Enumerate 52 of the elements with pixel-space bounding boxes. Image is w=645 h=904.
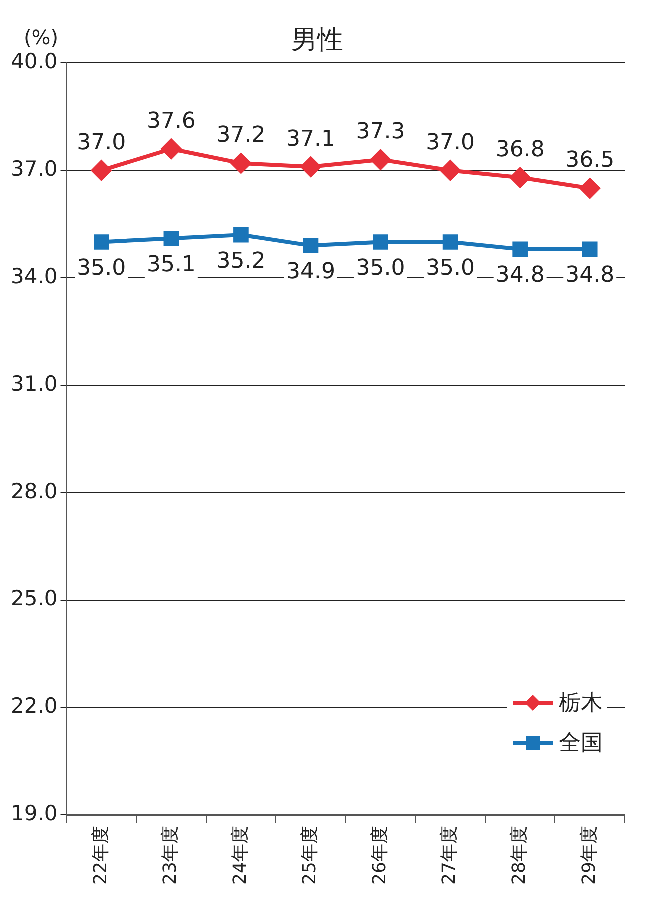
data-label: 37.0 (77, 130, 126, 156)
y-tick-label: 25.0 (10, 586, 58, 611)
data-label: 37.0 (426, 130, 476, 156)
point (303, 238, 319, 254)
chart-title: 男性 (292, 25, 344, 56)
point (442, 234, 458, 250)
x-tick-label: 22年度 (90, 826, 112, 885)
x-tick-label: 28年度 (509, 826, 530, 885)
data-label: 35.2 (216, 248, 266, 274)
x-tick-label: 27年度 (439, 826, 460, 885)
point (580, 178, 600, 199)
y-tick-label: 28.0 (10, 479, 58, 504)
data-label: 36.5 (566, 148, 615, 174)
legend-label: 全国 (559, 730, 603, 758)
data-label: 34.9 (286, 260, 336, 285)
point (164, 230, 180, 246)
data-label: 37.1 (286, 126, 336, 152)
y-tick-label: 31.0 (10, 372, 58, 396)
y-tick-label: 40.0 (10, 50, 58, 74)
data-label: 35.0 (426, 256, 476, 281)
x-tick-label: 24年度 (230, 826, 251, 885)
point (300, 157, 321, 178)
point (161, 139, 182, 160)
x-tick-label: 25年度 (300, 826, 321, 885)
y-tick-label: 34.0 (10, 264, 58, 288)
point (512, 242, 528, 258)
y-axis-title: (%) (24, 25, 59, 50)
data-label: 37.2 (216, 123, 266, 148)
data-label: 37.3 (356, 120, 406, 145)
y-tick-label: 19.0 (10, 802, 58, 826)
y-tick-label: 37.0 (10, 157, 58, 182)
point (440, 160, 461, 181)
x-tick-label: 26年度 (369, 826, 390, 885)
point (92, 160, 112, 181)
data-label: 35.0 (356, 256, 406, 281)
y-tick-label: 22.0 (10, 694, 58, 718)
data-label: 35.0 (77, 256, 126, 281)
point (373, 234, 388, 250)
x-tick-label: 23年度 (160, 826, 182, 885)
data-label: 37.6 (146, 108, 196, 134)
point (582, 242, 598, 258)
data-label: 34.8 (566, 263, 615, 288)
data-label: 34.8 (496, 263, 545, 288)
data-label: 36.8 (496, 137, 545, 162)
point (370, 150, 391, 170)
data-label: 35.1 (146, 252, 196, 278)
point (234, 227, 249, 243)
point (94, 234, 110, 250)
legend-label: 栃木 (559, 690, 603, 718)
x-tick-label: 29年度 (578, 826, 600, 885)
point (231, 153, 252, 174)
point (510, 168, 530, 188)
